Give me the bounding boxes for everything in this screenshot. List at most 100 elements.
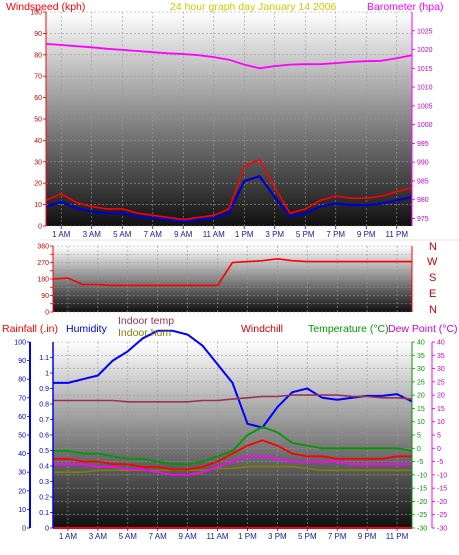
multi-x-tick-label: 7 PM [328,532,347,541]
temperature-line [53,426,413,466]
barometer-tick-label: 1005 [417,103,433,110]
dew-point-tick-label: 0 [437,446,441,453]
wind-x-tick-label: 7 AM [144,230,163,239]
temperature-tick-label: 40 [417,340,425,347]
wind-x-tick-label: 7 PM [326,230,345,239]
dew-point-tick-label: 15 [437,406,445,413]
humidity-tick-label: 0.3 [39,479,49,486]
humidity-line [53,329,413,429]
direction-label-north: N [429,241,437,253]
multi-x-tick-label: 3 AM [89,532,108,541]
indoor-temp-line [53,394,413,403]
wind-x-tick-label: 1 PM [235,230,254,239]
multi-x-tick-label: 1 AM [59,532,78,541]
temperature-tick-label: -5 [417,459,423,466]
temperature-tick-label: -15 [417,486,427,493]
barometer-tick-label: 1000 [417,122,433,129]
rainfall-axis-title: Rainfall (.in) [2,323,58,335]
indoor-hum-line [53,465,412,473]
dew-point-tick-label: 20 [437,393,445,400]
barometer-tick-label: 1020 [417,47,433,54]
temperature-tick-label: 0 [417,446,421,453]
barometer-tick-label: 975 [417,216,429,223]
humidity-tick-label: 1.1 [39,355,49,362]
windspeed-line [45,158,413,221]
direction-tick-label: 360 [37,244,49,251]
direction-tick-label: 180 [37,277,49,284]
humidity-tick-label: 0.4 [39,464,49,471]
dew-point-line [53,455,412,476]
multi-x-tick-label: 11 AM [206,532,228,541]
wind-x-tick-label: 3 PM [265,230,284,239]
direction-label-south: S [429,272,436,284]
dew-point-tick-label: -15 [437,486,447,493]
indoor-temp-label: Indoor temp [118,315,174,327]
direction-label-north-bottom: N [429,304,437,316]
rainfall-tick-label: 30 [18,470,26,477]
dew-point-tick-label: -25 [437,512,447,519]
dew-point-tick-label: -5 [437,459,443,466]
direction-tick-label: 90 [41,293,49,300]
rainfall-tick-label: 90 [18,358,26,365]
multi-x-tick-label: 5 AM [119,532,138,541]
humidity-tick-label: 0.8 [39,402,49,409]
temperature-tick-label: 10 [417,419,425,426]
wind-tick-label: 50 [34,117,42,124]
direction-plot-background [53,246,412,312]
wind-tick-label: 40 [34,138,42,145]
wind-x-tick-label: 1 AM [52,230,71,239]
multi-x-tick-label: 3 PM [268,532,287,541]
wind-x-tick-label: 9 PM [357,230,376,239]
multi-x-tick-label: 9 PM [358,532,377,541]
temperature-tick-label: 15 [417,406,425,413]
rainfall-tick-label: 60 [18,414,26,421]
dew-point-axis-title: Dew Point (°C) [388,323,458,335]
temperature-tick-label: -25 [417,512,427,519]
barometer-tick-label: 985 [417,178,429,185]
barometer-line [45,43,413,70]
humidity-tick-label: 1 [45,371,49,378]
wind-tick-label: 90 [34,31,42,38]
dew-point-tick-label: 40 [437,340,445,347]
rainfall-tick-label: 20 [18,488,26,495]
barometer-tick-label: 1025 [417,28,433,35]
dew-point-tick-label: -30 [437,526,447,533]
direction-label-west: W [427,256,438,268]
temperature-tick-label: 25 [417,379,425,386]
multi-x-tick-label: 7 AM [149,532,168,541]
dew-point-tick-label: 10 [437,419,445,426]
indoor-hum-label: Indoor hum [118,327,171,339]
dew-point-tick-label: 25 [437,379,445,386]
temperature-tick-label: 20 [417,393,425,400]
rainfall-tick-label: 40 [18,451,26,458]
wind-tick-label: 20 [34,181,42,188]
multi-x-tick-label: 9 AM [179,532,198,541]
temperature-tick-label: 30 [417,366,425,373]
rainfall-tick-label: 50 [18,433,26,440]
multi-x-tick-label: 1 PM [238,532,257,541]
humidity-tick-label: 0.6 [39,433,49,440]
dew-point-tick-label: -10 [437,472,447,479]
wind-x-tick-label: 9 AM [174,230,193,239]
temperature-tick-label: -10 [417,472,427,479]
barometer-tick-label: 995 [417,141,429,148]
direction-tick-label: 0 [45,310,49,317]
direction-tick-label: 270 [37,260,49,267]
wind-x-tick-label: 5 PM [296,230,315,239]
rainfall-tick-label: 70 [18,395,26,402]
barometer-tick-label: 990 [417,160,429,167]
wind-axis-title: Windspeed (kph) [6,1,85,13]
dew-point-tick-label: 30 [437,366,445,373]
wind-x-tick-label: 11 AM [203,230,225,239]
windchill-label: Windchill [241,323,283,335]
temperature-tick-label: 5 [417,433,421,440]
dew-point-tick-label: 35 [437,353,445,360]
multi-x-tick-label: 5 PM [298,532,317,541]
dew-point-tick-label: 5 [437,433,441,440]
wind-tick-label: 0 [38,224,42,231]
rainfall-tick-label: 100 [14,340,26,347]
windchill-line [53,439,412,471]
wind-average-line [45,175,413,223]
barometer-tick-label: 1010 [417,85,433,92]
